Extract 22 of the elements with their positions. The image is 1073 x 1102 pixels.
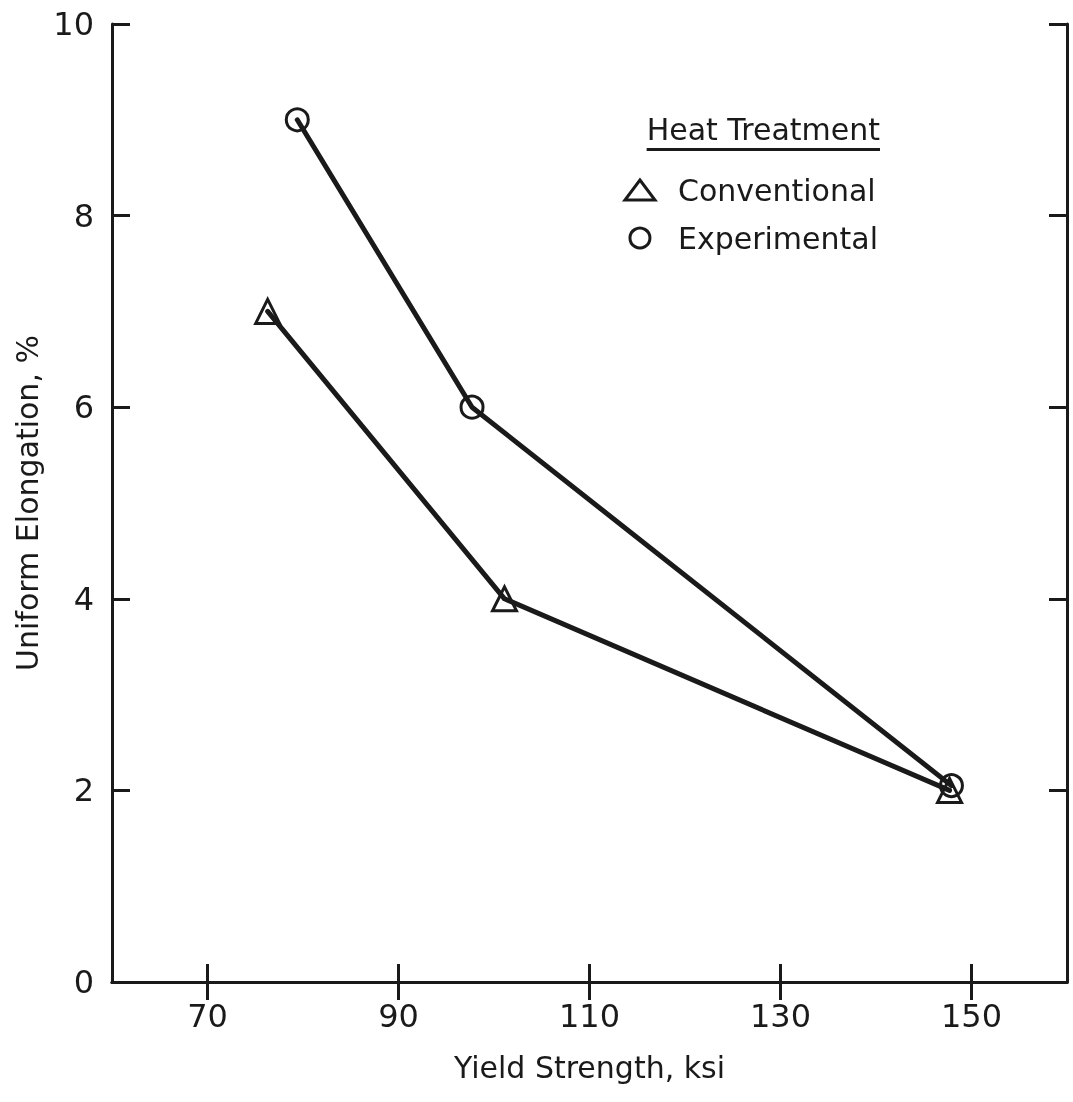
point — [254, 297, 282, 325]
x-axis-title: Yield Strength, ksi — [452, 1049, 726, 1085]
y-tick-label: 4 — [73, 579, 94, 618]
point — [459, 394, 485, 420]
y-tick-label: 2 — [73, 771, 94, 810]
legend-title: Heat Treatment — [646, 112, 880, 147]
point — [938, 773, 964, 799]
x-tick-label: 70 — [187, 997, 228, 1035]
x-tick-label: 150 — [940, 997, 1003, 1035]
y-tick-label: 0 — [73, 963, 94, 1001]
y-tick-label: 10 — [53, 5, 94, 43]
point — [491, 585, 519, 613]
x-tick-label: 130 — [749, 997, 812, 1035]
point — [936, 776, 964, 804]
x-tick-label: 110 — [558, 997, 621, 1035]
y-tick-label: 6 — [73, 388, 94, 427]
y-axis-title: Uniform Elongation, % — [9, 335, 45, 671]
legend-label: Experimental — [677, 220, 879, 256]
y-tick-label: 8 — [73, 196, 94, 235]
point — [284, 107, 310, 133]
x-tick-label: 90 — [378, 997, 419, 1035]
legend-label: Conventional — [677, 172, 876, 208]
